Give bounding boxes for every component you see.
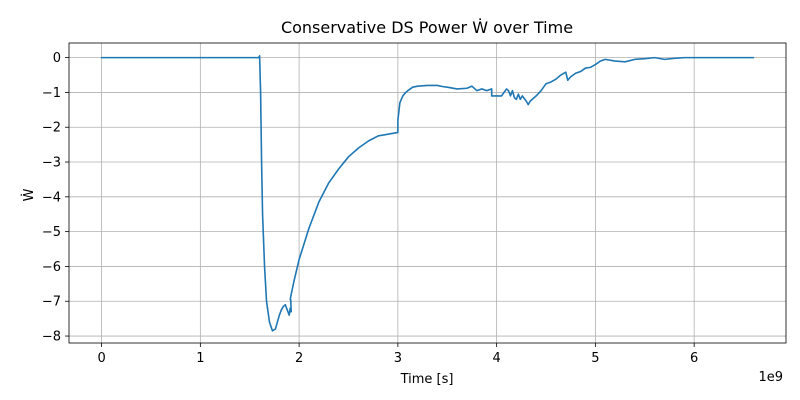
y-axis: 0 −1 −2 −3 −4 −5 −6 −7 −8 bbox=[42, 51, 69, 345]
x-tick-label: 3 bbox=[394, 351, 402, 366]
x-tick-label: 4 bbox=[492, 351, 500, 366]
y-tick-label: −1 bbox=[42, 86, 61, 101]
x-tick-label: 0 bbox=[97, 351, 105, 366]
x-tick-label: 2 bbox=[295, 351, 303, 366]
x-tick-label: 6 bbox=[690, 351, 698, 366]
y-tick-label: −6 bbox=[42, 260, 61, 275]
plot-frame bbox=[68, 42, 787, 344]
chart-title: Conservative DS Power Ẇ over Time bbox=[281, 18, 573, 37]
x-tick-label: 5 bbox=[591, 351, 599, 366]
series-layer bbox=[100, 55, 755, 332]
x-tick-label: 1 bbox=[196, 351, 204, 366]
y-tick-label: 0 bbox=[53, 51, 61, 66]
y-tick-label: −7 bbox=[42, 295, 61, 310]
grid bbox=[69, 43, 786, 343]
x-offset-label: 1e9 bbox=[758, 370, 783, 385]
y-tick-label: −4 bbox=[42, 190, 61, 205]
x-axis-label: Time [s] bbox=[400, 372, 454, 387]
y-tick-label: −5 bbox=[42, 225, 61, 240]
y-axis-label: Ẇ bbox=[21, 188, 37, 201]
y-tick-label: −3 bbox=[42, 156, 61, 171]
y-tick-label: −8 bbox=[42, 330, 61, 345]
series-line-0 bbox=[100, 55, 755, 332]
y-tick-label: −2 bbox=[42, 121, 61, 136]
x-axis: 0 1 2 3 4 5 6 bbox=[97, 343, 698, 366]
